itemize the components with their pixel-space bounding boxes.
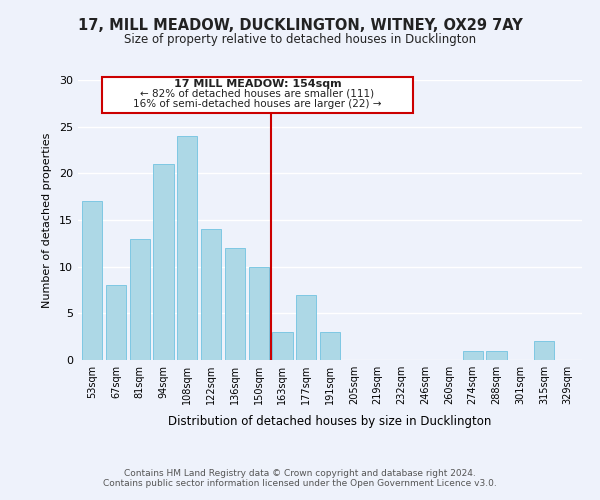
Bar xyxy=(534,342,554,360)
Bar xyxy=(248,266,269,360)
Bar xyxy=(177,136,197,360)
Text: 16% of semi-detached houses are larger (22) →: 16% of semi-detached houses are larger (… xyxy=(133,98,382,108)
X-axis label: Distribution of detached houses by size in Ducklington: Distribution of detached houses by size … xyxy=(169,416,491,428)
Bar xyxy=(463,350,483,360)
Bar xyxy=(82,202,103,360)
Bar xyxy=(272,332,293,360)
Bar xyxy=(487,350,506,360)
Bar xyxy=(130,238,150,360)
Y-axis label: Number of detached properties: Number of detached properties xyxy=(42,132,52,308)
Bar xyxy=(225,248,245,360)
Text: Contains public sector information licensed under the Open Government Licence v3: Contains public sector information licen… xyxy=(103,478,497,488)
Bar xyxy=(320,332,340,360)
Bar xyxy=(201,230,221,360)
Text: 17 MILL MEADOW: 154sqm: 17 MILL MEADOW: 154sqm xyxy=(173,79,341,89)
Text: 17, MILL MEADOW, DUCKLINGTON, WITNEY, OX29 7AY: 17, MILL MEADOW, DUCKLINGTON, WITNEY, OX… xyxy=(77,18,523,32)
FancyBboxPatch shape xyxy=(102,77,413,112)
Text: ← 82% of detached houses are smaller (111): ← 82% of detached houses are smaller (11… xyxy=(140,88,374,99)
Bar xyxy=(106,286,126,360)
Bar xyxy=(296,294,316,360)
Text: Contains HM Land Registry data © Crown copyright and database right 2024.: Contains HM Land Registry data © Crown c… xyxy=(124,468,476,477)
Bar xyxy=(154,164,173,360)
Text: Size of property relative to detached houses in Ducklington: Size of property relative to detached ho… xyxy=(124,32,476,46)
